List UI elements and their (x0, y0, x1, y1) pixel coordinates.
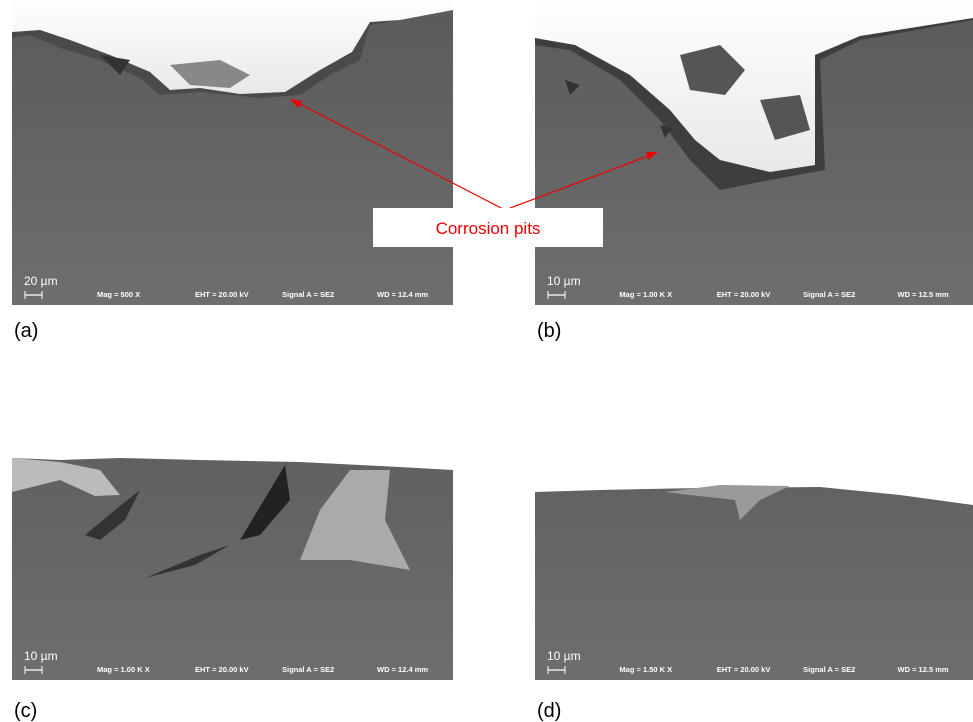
panel-label: (d) (537, 700, 561, 722)
micrograph-b (535, 0, 973, 305)
voltage: EHT = 20.00 kV (717, 290, 771, 299)
magnification: Mag = 1.50 K X (619, 665, 672, 674)
magnification: Mag = 500 X (97, 290, 140, 299)
scale-label: 10 µm (24, 649, 58, 663)
annotation-text: Corrosion pits (436, 219, 541, 238)
working-distance: WD = 12.5 mm (898, 665, 949, 674)
voltage: EHT = 20.00 kV (195, 665, 249, 674)
micrograph-a (12, 0, 453, 305)
signal: Signal A = SE2 (282, 290, 334, 299)
voltage: EHT = 20.00 kV (717, 665, 771, 674)
scale-label: 10 µm (547, 649, 581, 663)
working-distance: WD = 12.4 mm (377, 665, 428, 674)
working-distance: WD = 12.5 mm (898, 290, 949, 299)
panel-label: (c) (14, 700, 37, 722)
figure: Corrosion pits (a) 20 µm Mag = 500 X EHT = … (0, 0, 973, 722)
micrograph-d (535, 352, 973, 680)
voltage: EHT = 20.00 kV (195, 290, 249, 299)
magnification: Mag = 1.00 K X (97, 665, 150, 674)
magnification: Mag = 1.00 K X (619, 290, 672, 299)
signal: Signal A = SE2 (803, 290, 855, 299)
scale-label: 20 µm (24, 274, 58, 288)
micrograph-c (12, 352, 453, 680)
panel-label: (b) (537, 320, 561, 342)
working-distance: WD = 12.4 mm (377, 290, 428, 299)
signal: Signal A = SE2 (282, 665, 334, 674)
panel-label: (a) (14, 320, 38, 342)
scale-label: 10 µm (547, 274, 581, 288)
signal: Signal A = SE2 (803, 665, 855, 674)
